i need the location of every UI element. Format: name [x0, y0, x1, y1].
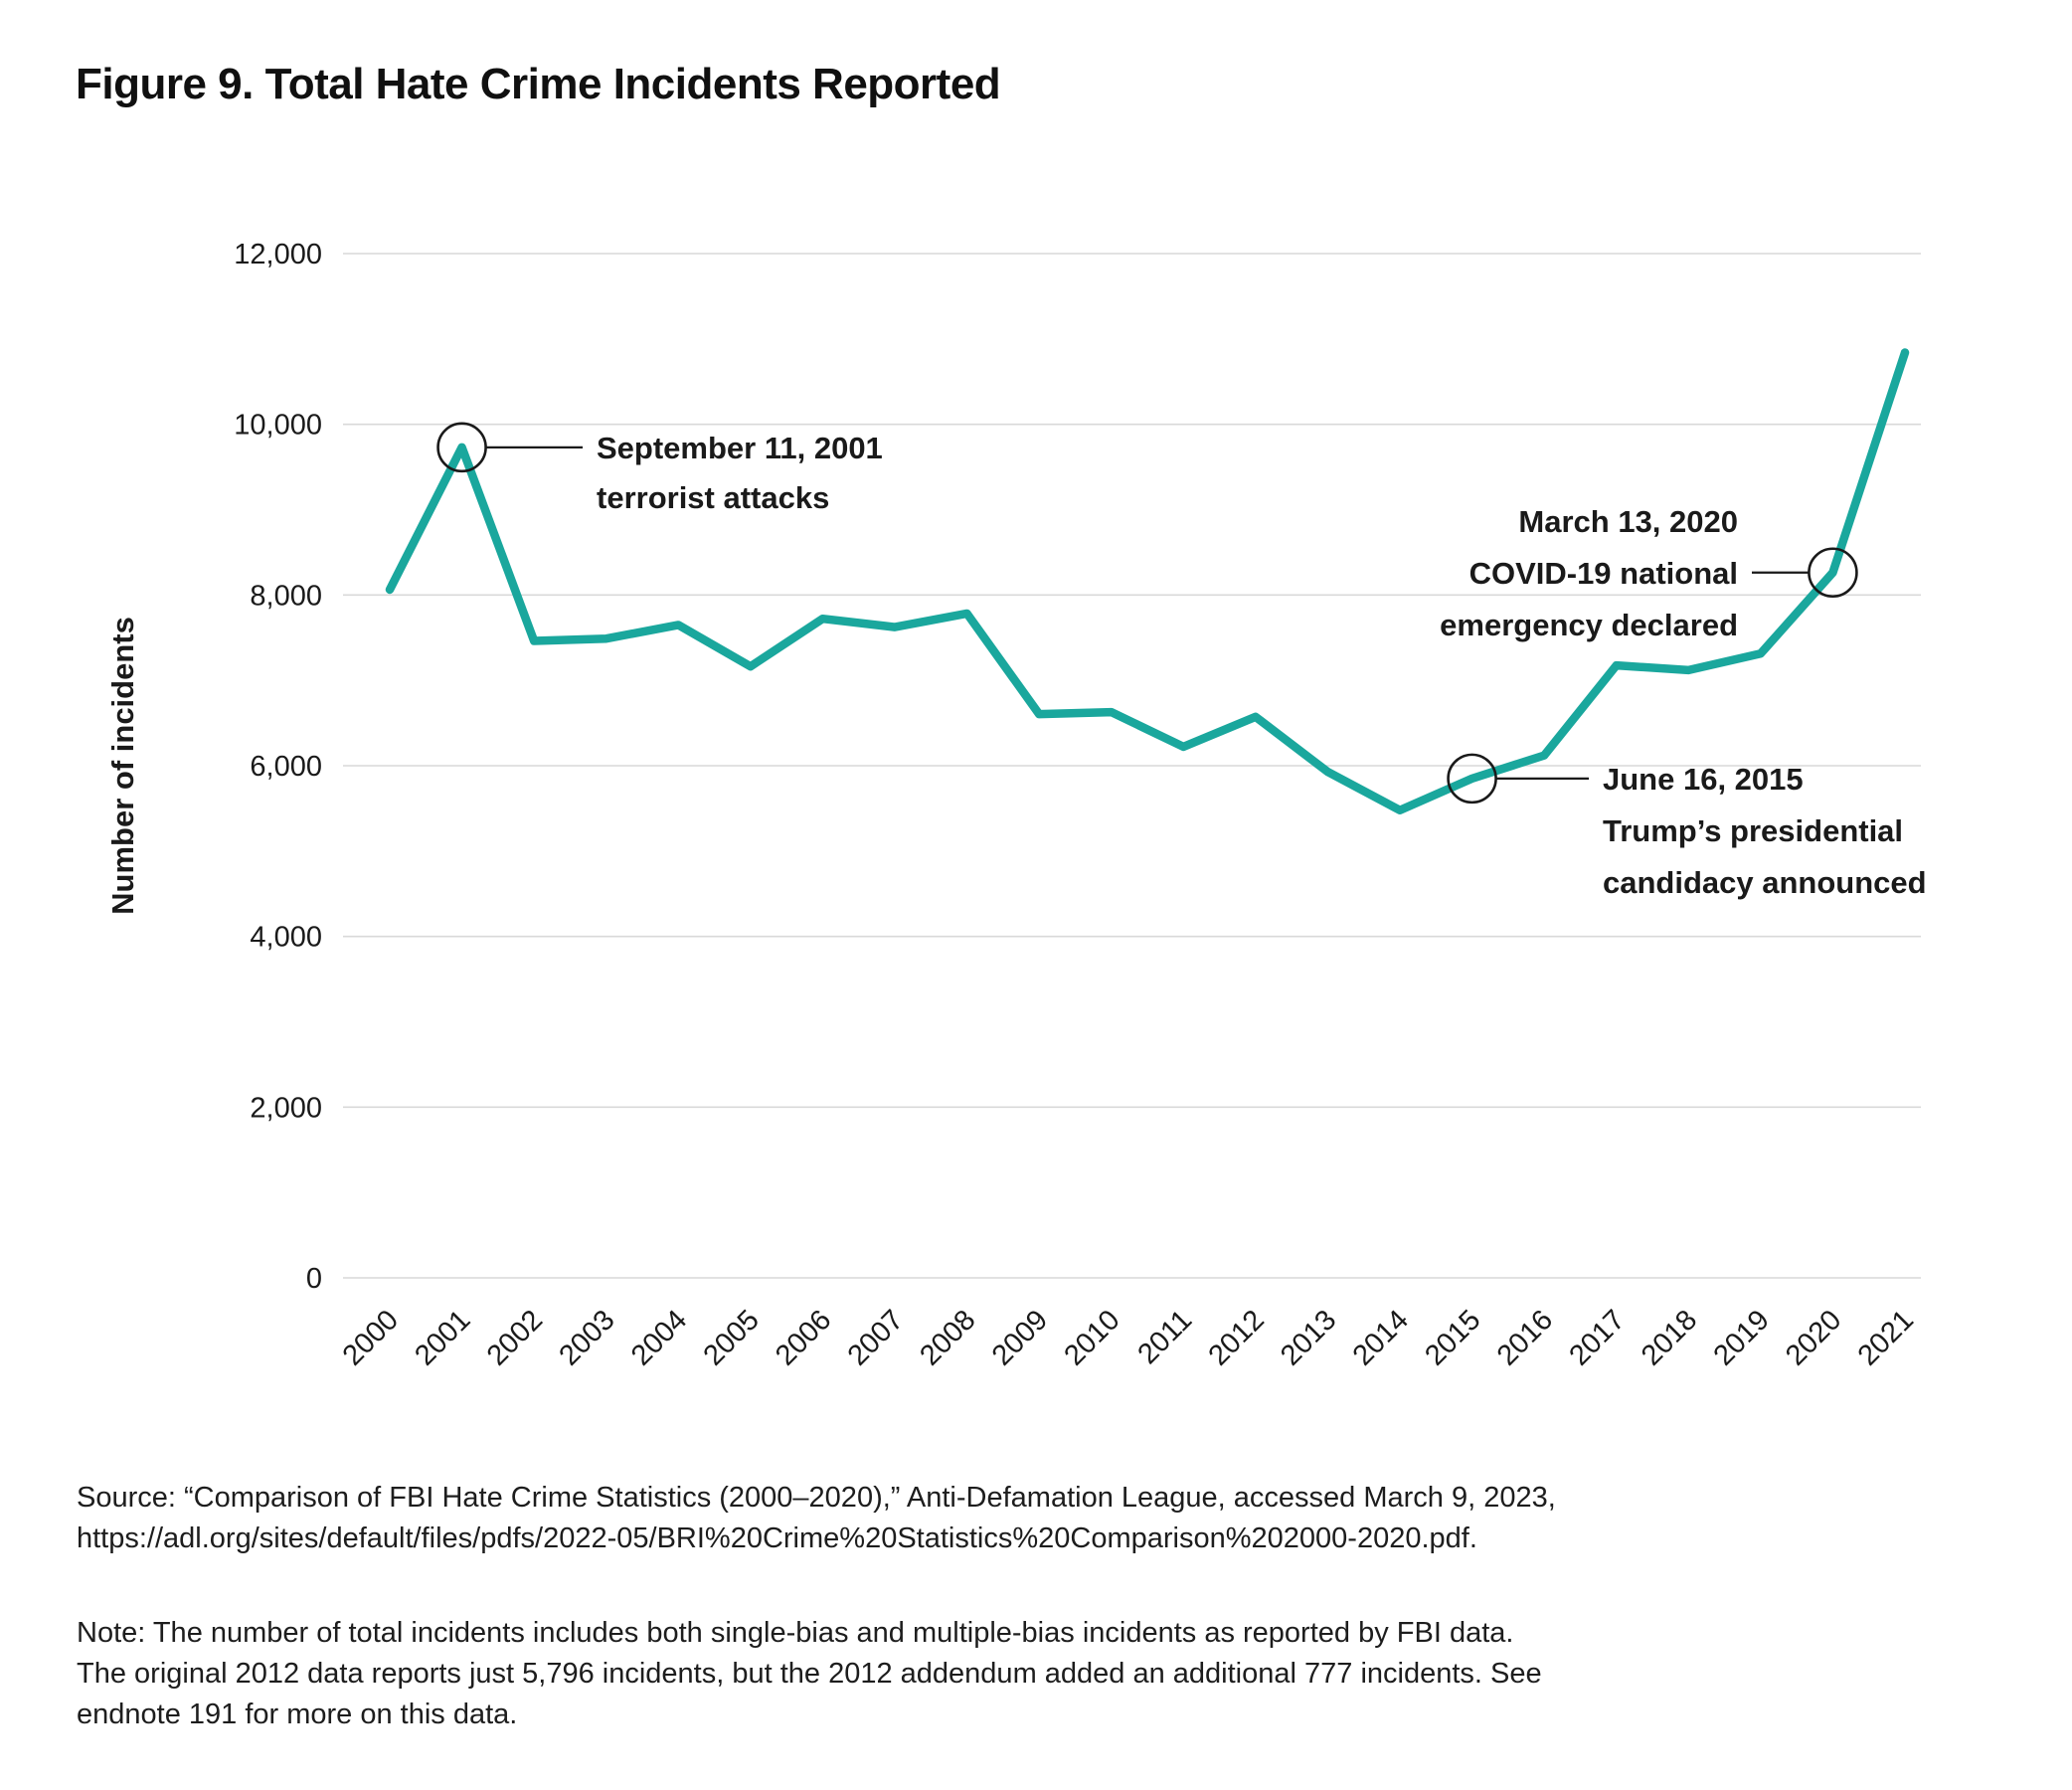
- x-axis-tick-label: 2010: [1058, 1304, 1125, 1371]
- y-axis-title: Number of incidents: [105, 617, 140, 915]
- note-text: Note: The number of total incidents incl…: [77, 1613, 1542, 1736]
- annotation-label-line: September 11, 2001: [597, 431, 883, 465]
- x-axis-tick-label: 2015: [1419, 1304, 1486, 1371]
- note-line: Note: The number of total incidents incl…: [77, 1617, 1514, 1649]
- source-url: https://adl.org/sites/default/files/pdfs…: [77, 1522, 1477, 1555]
- note-line: The original 2012 data reports just 5,79…: [77, 1658, 1542, 1691]
- annotation-label-line: Trump’s presidential: [1603, 813, 1903, 848]
- x-axis-tick-label: 2020: [1780, 1304, 1847, 1371]
- x-axis-tick-label: 2008: [914, 1304, 981, 1371]
- y-axis-tick-label: 2,000: [250, 1092, 322, 1124]
- x-axis-tick-label: 2021: [1852, 1304, 1920, 1371]
- y-axis-tick-label: 6,000: [250, 751, 322, 783]
- x-axis-tick-label: 2007: [842, 1304, 910, 1371]
- note-line: endnote 191 for more on this data.: [77, 1699, 518, 1731]
- x-axis-tick-label: 2004: [625, 1304, 693, 1371]
- y-axis-tick-label: 12,000: [234, 239, 322, 270]
- x-axis-tick-label: 2019: [1708, 1304, 1776, 1371]
- figure-title: Figure 9. Total Hate Crime Incidents Rep…: [76, 60, 1001, 108]
- x-axis-tick-label: 2011: [1132, 1304, 1199, 1370]
- x-axis-tick-label: 2009: [986, 1304, 1054, 1371]
- x-axis-tick-label: 2018: [1636, 1304, 1703, 1371]
- x-axis-tick-label: 2013: [1275, 1304, 1342, 1371]
- x-axis-tick-label: 2014: [1347, 1304, 1415, 1371]
- y-axis-tick-label: 10,000: [234, 410, 322, 442]
- annotation-label-line: June 16, 2015: [1603, 762, 1804, 797]
- annotation-label-line: candidacy announced: [1603, 865, 1927, 900]
- x-axis-tick-label: 2000: [337, 1304, 405, 1371]
- x-axis-tick-label: 2002: [481, 1304, 549, 1371]
- y-axis-tick-label: 0: [306, 1263, 322, 1295]
- annotation-label-line: emergency declared: [1440, 608, 1738, 642]
- annotation-label-line: March 13, 2020: [1518, 504, 1738, 539]
- annotation-label-line: COVID-19 national: [1469, 556, 1738, 591]
- source-line: Source: “Comparison of FBI Hate Crime St…: [77, 1482, 1556, 1514]
- incidents-line-series: [385, 348, 1910, 814]
- x-axis-tick-label: 2001: [409, 1304, 476, 1371]
- x-axis-tick-label: 2016: [1491, 1304, 1559, 1371]
- annotation-label-line: terrorist attacks: [597, 480, 829, 515]
- x-axis-tick-label: 2003: [553, 1304, 620, 1371]
- y-axis-tick-label: 4,000: [250, 922, 322, 954]
- x-axis-tick-label: 2006: [770, 1304, 837, 1371]
- source-text: Source: “Comparison of FBI Hate Crime St…: [77, 1478, 1556, 1559]
- x-axis-tick-label: 2017: [1563, 1304, 1631, 1371]
- x-axis-tick-label: 2012: [1203, 1304, 1271, 1371]
- y-axis-tick-label: 8,000: [250, 580, 322, 612]
- x-axis-tick-label: 2005: [698, 1304, 766, 1371]
